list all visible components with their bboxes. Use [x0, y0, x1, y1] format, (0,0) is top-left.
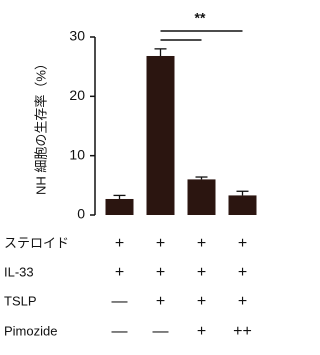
bar	[146, 55, 175, 216]
treatment-mark: +	[238, 264, 247, 281]
treatment-mark: +	[197, 323, 206, 340]
treatment-mark: +	[197, 235, 206, 252]
error-bar	[113, 194, 126, 199]
treatment-name: Pimozide	[4, 323, 57, 338]
bar	[187, 179, 216, 215]
treatment-mark: +	[115, 235, 124, 252]
treatment-mark: +	[156, 264, 165, 281]
y-tick-label: 20	[69, 87, 85, 103]
treatment-name: TSLP	[4, 293, 37, 308]
treatment-name: ステロイド	[4, 235, 69, 250]
treatment-mark: —	[112, 323, 128, 340]
y-tick-label: 30	[69, 28, 85, 44]
y-tick-label: 0	[77, 206, 85, 222]
y-tick-label: 10	[69, 146, 85, 162]
treatment-mark: +	[197, 264, 206, 281]
error-bar	[195, 176, 208, 180]
treatment-mark: +	[238, 235, 247, 252]
treatment-mark: ++	[233, 323, 252, 340]
y-axis-label: NH 細胞の生存率（%）	[33, 57, 48, 195]
bar	[105, 198, 134, 215]
significance-label: **	[195, 10, 206, 26]
treatment-mark: +	[115, 264, 124, 281]
treatment-mark: +	[156, 235, 165, 252]
error-bar	[236, 190, 249, 196]
treatment-mark: +	[238, 293, 247, 310]
treatment-mark: —	[112, 293, 128, 310]
treatment-name: IL-33	[4, 264, 34, 279]
treatment-mark: —	[153, 323, 169, 340]
treatment-mark: +	[156, 293, 165, 310]
treatment-mark: +	[197, 293, 206, 310]
bar	[228, 195, 257, 215]
error-bar	[154, 48, 167, 56]
